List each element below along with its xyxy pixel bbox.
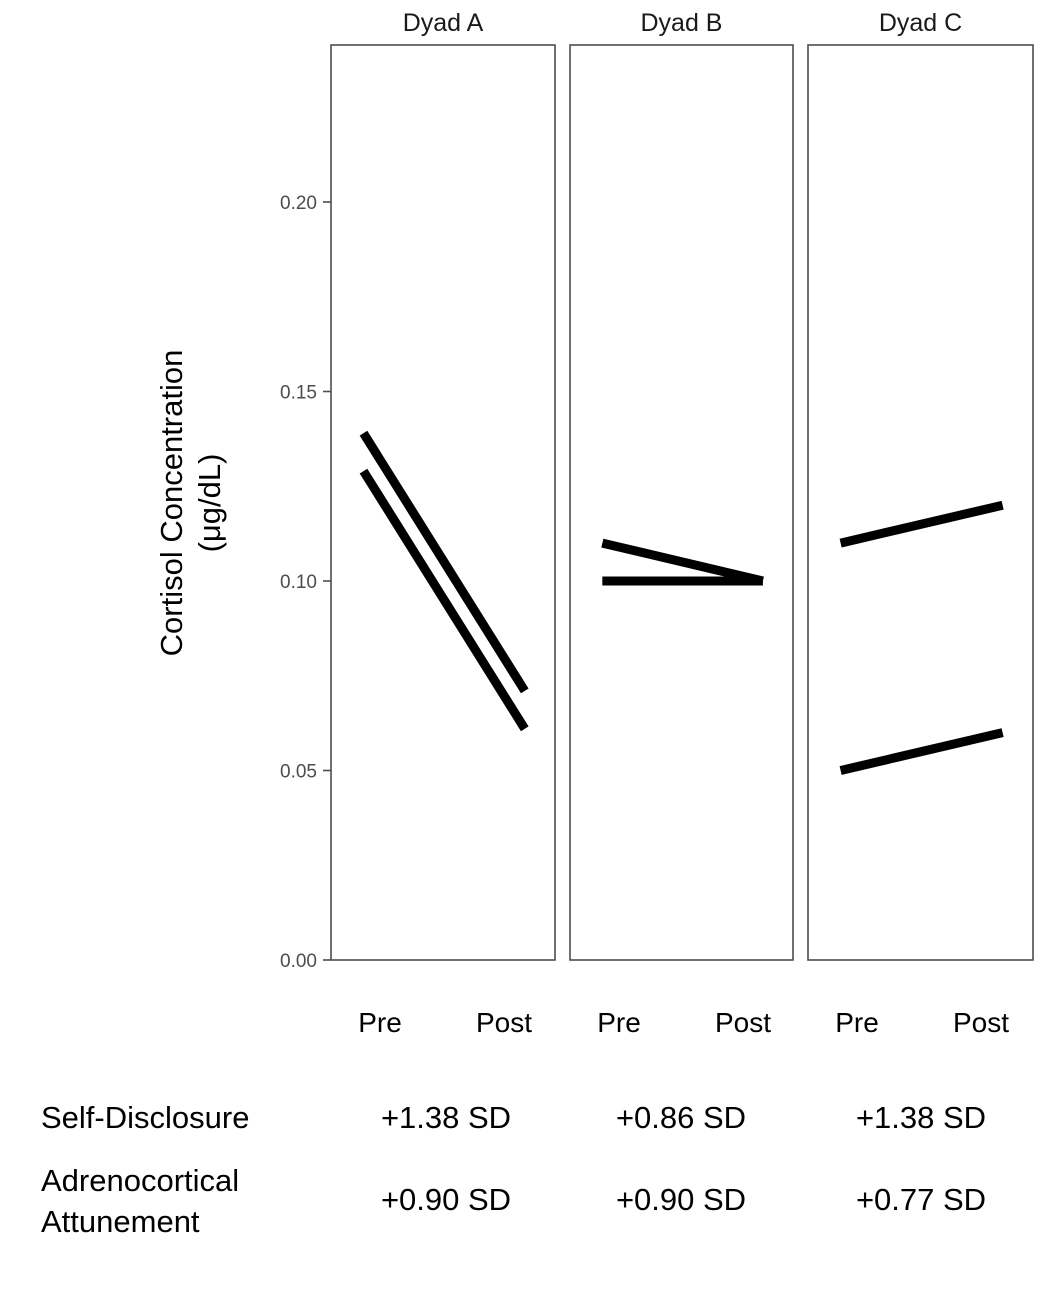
x-tick-label: Pre <box>835 1007 879 1038</box>
series-line <box>359 430 529 694</box>
row-value: +0.86 SD <box>616 1100 746 1135</box>
row-value: +0.77 SD <box>856 1182 986 1217</box>
y-axis-label-line: Cortisol Concentration <box>154 350 189 657</box>
series-line <box>601 538 764 586</box>
x-tick-label: Pre <box>358 1007 402 1038</box>
row-label: Adrenocortical Attunement <box>41 1163 239 1239</box>
y-tick-label: 0.05 <box>280 762 317 783</box>
row-label-line: Attunement <box>41 1204 200 1239</box>
x-tick-label: Post <box>953 1007 1009 1038</box>
x-tick-label: Post <box>715 1007 771 1038</box>
y-tick-label: 0.00 <box>280 951 317 972</box>
row-value: +1.38 SD <box>381 1100 511 1135</box>
row-value: +0.90 SD <box>381 1182 511 1217</box>
y-tick-label: 0.20 <box>280 193 317 214</box>
series-line <box>839 500 1004 548</box>
y-tick-label: 0.10 <box>280 572 317 593</box>
row-label: Self-Disclosure <box>41 1100 249 1135</box>
panel-title: Dyad B <box>641 9 723 37</box>
row-label-line: Self-Disclosure <box>41 1100 249 1135</box>
row-label-line: Adrenocortical <box>41 1163 239 1198</box>
y-axis-label-line: (μg/dL) <box>192 454 227 553</box>
panel-border <box>807 44 1034 961</box>
panel-title: Dyad A <box>403 9 484 37</box>
panel-title: Dyad C <box>879 9 962 37</box>
panel-border <box>569 44 794 961</box>
row-value: +1.38 SD <box>856 1100 986 1135</box>
panel-border <box>330 44 556 961</box>
series-line <box>359 468 529 732</box>
x-tick-label: Pre <box>597 1007 641 1038</box>
x-tick-label: Post <box>476 1007 532 1038</box>
series-line <box>839 728 1004 775</box>
row-value: +0.90 SD <box>616 1182 746 1217</box>
y-axis-label: Cortisol Concentration(μg/dL) <box>154 350 227 657</box>
y-tick-label: 0.15 <box>280 383 317 404</box>
